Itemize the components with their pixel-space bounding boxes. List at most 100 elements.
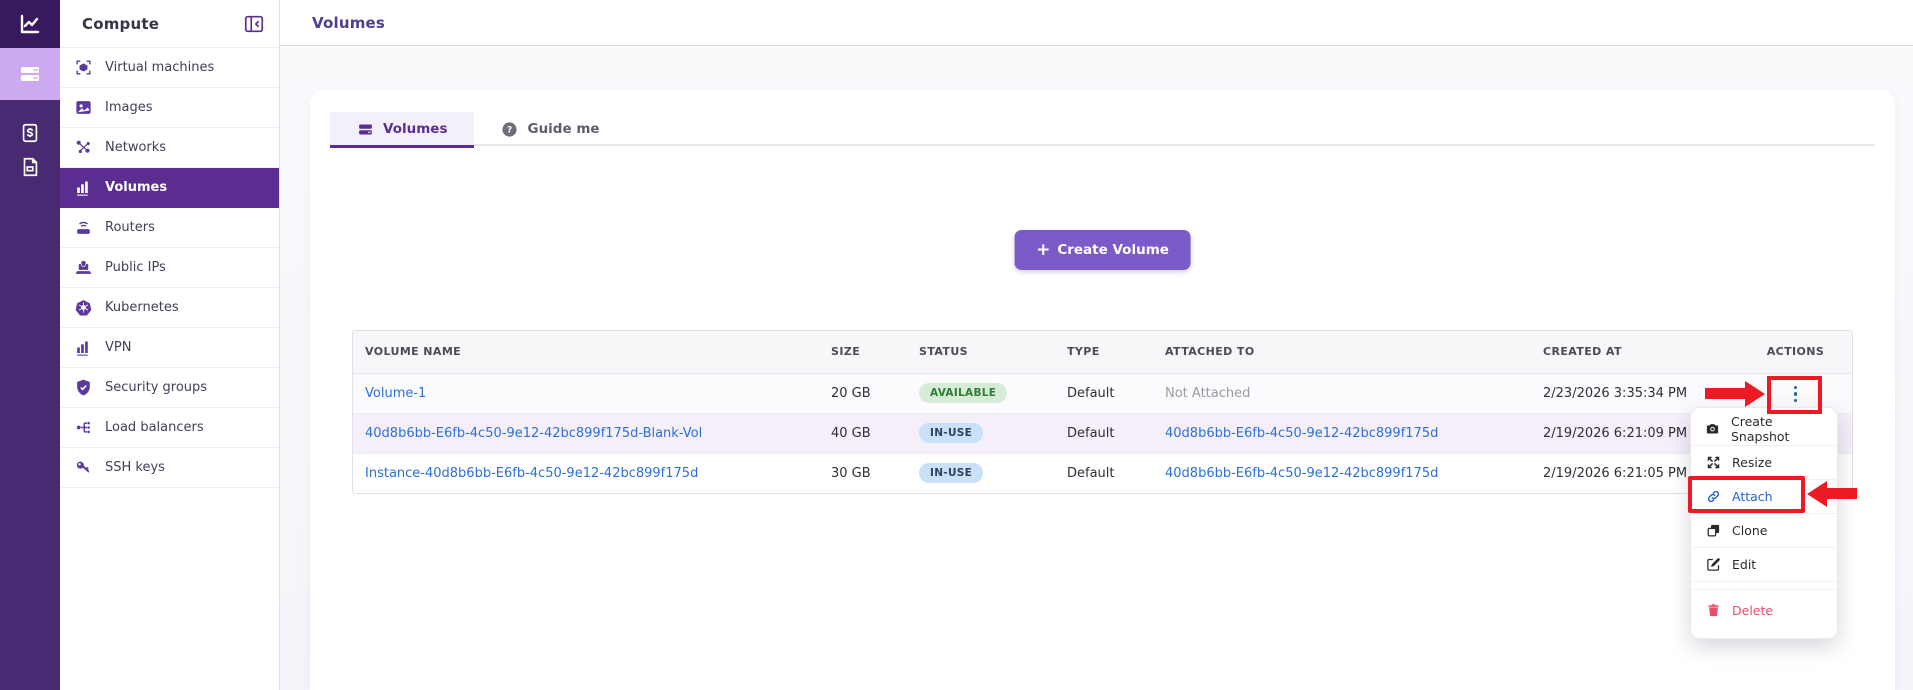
virtual-machines-icon [72, 57, 94, 79]
actions-dropdown-menu: Create Snapshot Resize Attach Clone Edit… [1690, 407, 1838, 639]
trash-icon [1705, 602, 1721, 618]
sidebar-item-load-balancers[interactable]: Load balancers [60, 408, 279, 448]
menu-item-create-snapshot[interactable]: Create Snapshot [1691, 412, 1837, 446]
status-badge: AVAILABLE [919, 383, 1008, 403]
rail-item-dashboard[interactable] [0, 0, 60, 48]
size-cell: 20 GB [819, 373, 907, 414]
main-content: Volumes ? Guide me + Create Volume VOLUM… [280, 46, 1913, 690]
volumes-table: VOLUME NAME SIZE STATUS TYPE ATTACHED TO… [352, 330, 1853, 494]
volumes-tab-icon [357, 121, 374, 138]
volume-name-link[interactable]: 40d8b6bb-E6fb-4c50-9e12-42bc899f175d-Bla… [365, 425, 703, 441]
page-title: Volumes [312, 13, 386, 32]
col-created-at: CREATED AT [1531, 331, 1739, 374]
compute-sidebar: Compute Virtual machines Images Networks… [60, 0, 280, 690]
line-chart-icon [18, 12, 42, 36]
size-cell: 30 GB [831, 465, 871, 481]
topbar: Volumes [280, 0, 1913, 46]
tab-volumes[interactable]: Volumes [330, 112, 475, 148]
col-size: SIZE [819, 331, 907, 374]
sidebar-item-public-ips[interactable]: Public IPs [60, 248, 279, 288]
sidebar-item-label: SSH keys [105, 460, 165, 475]
sidebar-title: Compute [82, 14, 160, 33]
tabs-row: Volumes ? Guide me [330, 112, 1875, 148]
sidebar-item-label: Volumes [105, 180, 168, 195]
vpn-icon [72, 337, 94, 359]
attached-to-cell: Not Attached [1165, 385, 1251, 401]
sidebar-item-images[interactable]: Images [60, 88, 279, 128]
rail-item-compute[interactable] [0, 48, 60, 100]
col-status: STATUS [907, 331, 1055, 374]
camera-icon [1705, 421, 1720, 437]
load-balancers-icon [72, 417, 94, 439]
col-volume-name: VOLUME NAME [353, 331, 819, 374]
sidebar-item-label: Public IPs [105, 260, 166, 275]
menu-item-label: Attach [1732, 489, 1773, 504]
sidebar-item-label: Networks [105, 140, 167, 155]
routers-icon [72, 217, 94, 239]
menu-item-attach[interactable]: Attach [1691, 480, 1837, 514]
sidebar-item-label: Images [105, 100, 153, 115]
volumes-icon [72, 177, 94, 199]
sidebar-item-ssh-keys[interactable]: SSH keys [60, 448, 279, 488]
kubernetes-icon [72, 297, 94, 319]
clone-icon [1705, 523, 1721, 539]
sidebar-header: Compute [60, 0, 279, 48]
tab-label: Volumes [383, 121, 448, 137]
security-groups-icon [72, 377, 94, 399]
sidebar-item-label: VPN [105, 340, 132, 355]
type-cell: Default [1055, 413, 1153, 454]
documents-icon [19, 156, 41, 178]
ssh-keys-icon [72, 457, 94, 479]
tab-label: Guide me [527, 121, 600, 137]
collapse-sidebar-icon[interactable] [243, 13, 265, 35]
volume-name-link[interactable]: Instance-40d8b6bb-E6fb-4c50-9e12-42bc899… [365, 465, 699, 481]
volume-name-link[interactable]: Volume-1 [365, 385, 427, 401]
menu-item-delete[interactable]: Delete [1691, 592, 1837, 628]
sidebar-item-routers[interactable]: Routers [60, 208, 279, 248]
type-cell: Default [1067, 465, 1115, 481]
menu-item-label: Clone [1732, 523, 1768, 538]
created-at-cell: 2/23/2026 3:35:34 PM [1531, 373, 1739, 414]
sidebar-item-networks[interactable]: Networks [60, 128, 279, 168]
menu-item-label: Resize [1732, 455, 1773, 470]
menu-item-label: Edit [1732, 557, 1757, 572]
sidebar-item-virtual-machines[interactable]: Virtual machines [60, 48, 279, 88]
create-volume-label: Create Volume [1057, 242, 1169, 258]
col-type: TYPE [1055, 331, 1153, 374]
billing-icon [19, 122, 41, 144]
active-tab-underline [330, 145, 475, 148]
attached-to-link[interactable]: 40d8b6bb-E6fb-4c50-9e12-42bc899f175d [1165, 425, 1439, 441]
table-header: VOLUME NAME SIZE STATUS TYPE ATTACHED TO… [353, 331, 1852, 374]
sidebar-item-security-groups[interactable]: Security groups [60, 368, 279, 408]
sidebar-item-volumes[interactable]: Volumes [60, 168, 279, 208]
public-ips-icon [72, 257, 94, 279]
help-icon: ? [501, 121, 518, 138]
attached-to-link[interactable]: 40d8b6bb-E6fb-4c50-9e12-42bc899f175d [1165, 465, 1439, 481]
col-actions: ACTIONS [1739, 331, 1852, 374]
size-cell: 40 GB [819, 413, 907, 454]
type-cell: Default [1055, 373, 1153, 414]
svg-text:?: ? [507, 124, 512, 135]
create-volume-button[interactable]: + Create Volume [1014, 230, 1191, 270]
sidebar-item-label: Kubernetes [105, 300, 179, 315]
status-badge: IN-USE [919, 463, 984, 484]
menu-item-resize[interactable]: Resize [1691, 446, 1837, 480]
kebab-menu-icon[interactable] [1784, 380, 1808, 409]
rail-item-documents[interactable] [0, 150, 60, 184]
sidebar-item-label: Security groups [105, 380, 208, 395]
table-row: Volume-1 20 GB AVAILABLE Default Not Att… [353, 373, 1852, 414]
menu-item-clone[interactable]: Clone [1691, 514, 1837, 548]
sidebar-item-label: Routers [105, 220, 155, 235]
rail-item-billing[interactable] [0, 116, 60, 150]
sidebar-item-kubernetes[interactable]: Kubernetes [60, 288, 279, 328]
menu-item-label: Create Snapshot [1731, 413, 1790, 444]
networks-icon [72, 137, 94, 159]
menu-item-label: Delete [1732, 602, 1774, 618]
sidebar-item-label: Load balancers [105, 420, 204, 435]
sidebar-item-vpn[interactable]: VPN [60, 328, 279, 368]
servers-icon [18, 62, 42, 86]
created-at-cell: 2/19/2026 6:21:05 PM [1543, 465, 1688, 481]
menu-divider [1691, 582, 1837, 590]
menu-item-edit[interactable]: Edit [1691, 548, 1837, 582]
tab-guide-me[interactable]: ? Guide me [474, 112, 626, 146]
